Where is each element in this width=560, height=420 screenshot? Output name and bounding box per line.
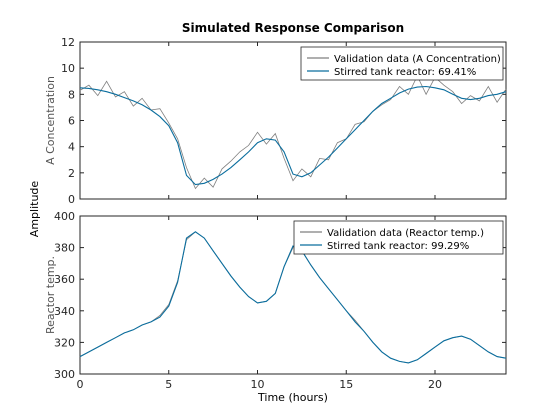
series-line-simulated	[79, 231, 507, 364]
panel-2: 300 320 340 360 380 400 0 5 10 15 20 Reactor temp. V…	[44, 210, 507, 391]
legend-box	[293, 220, 504, 255]
legend-label: Validation data (A Concentration)	[334, 54, 501, 65]
y-tick-label: 300	[54, 368, 75, 381]
y-axis-label-2: Reactor temp.	[44, 256, 57, 334]
y-tick-label: 320	[54, 336, 75, 349]
y-tick-label: 2	[68, 167, 75, 180]
legend-box	[300, 46, 504, 81]
x-tick-label: 15	[339, 378, 353, 391]
x-axis-label: Time (hours)	[257, 391, 328, 404]
y-tick-label: 400	[54, 210, 75, 223]
y-axis-label-1: A Concentration	[44, 76, 57, 165]
y-tick-label: 12	[61, 36, 75, 49]
legend-label: Validation data (Reactor temp.)	[327, 228, 484, 239]
y-tick-label: 340	[54, 305, 75, 318]
x-tick-label: 5	[165, 378, 172, 391]
x-tick-label: 10	[251, 378, 265, 391]
x-tick-label: 0	[77, 378, 84, 391]
chart-title: Simulated Response Comparison	[182, 21, 404, 35]
y-tick-label: 0	[68, 193, 75, 206]
y-tick-label: 6	[68, 115, 75, 128]
y-tick-label: 360	[54, 273, 75, 286]
y-tick-label: 10	[61, 62, 75, 75]
y-tick-label: 4	[68, 141, 75, 154]
y-tick-label: 380	[54, 242, 75, 255]
common-y-label: Amplitude	[28, 181, 41, 238]
x-tick-label: 20	[428, 378, 442, 391]
legend-label: Stirred tank reactor: 99.29%	[327, 241, 469, 252]
series-line-simulated	[79, 85, 507, 186]
panel-1: 0 2 4 6 8 10 12 A Concentration Validation data …	[44, 36, 507, 206]
y-tick-label: 8	[68, 88, 75, 101]
legend-label: Stirred tank reactor: 69.41%	[334, 67, 476, 78]
